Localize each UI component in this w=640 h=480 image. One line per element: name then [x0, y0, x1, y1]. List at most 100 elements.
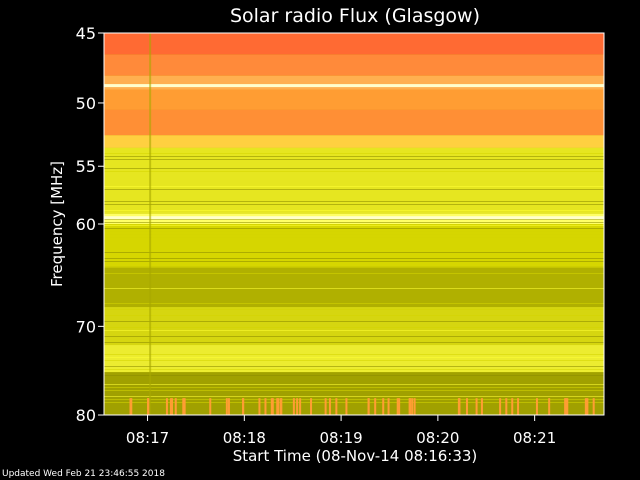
spectral-striation	[104, 396, 604, 397]
burst-spike	[565, 398, 568, 415]
spectral-striation	[104, 231, 604, 232]
spectral-striation	[104, 369, 604, 370]
burst-spike	[258, 398, 261, 415]
spectral-striation	[104, 267, 604, 268]
burst-spike	[277, 398, 280, 415]
x-tick-label: 08:19	[319, 429, 362, 447]
burst-spike	[296, 398, 299, 415]
x-tick-label: 08:18	[223, 429, 266, 447]
burst-spike	[165, 398, 168, 415]
spectral-striation	[104, 237, 604, 238]
spectrogram-plot-area	[103, 32, 605, 416]
frequency-band-4	[104, 109, 604, 136]
burst-spike	[387, 398, 390, 415]
burst-spike	[374, 398, 377, 415]
burst-spike	[411, 398, 414, 415]
spectral-striation	[104, 168, 604, 169]
frequency-band-2	[104, 75, 604, 90]
burst-spike	[499, 398, 502, 415]
burst-spike	[174, 398, 177, 415]
spectral-striation	[104, 330, 604, 331]
spectral-striation	[104, 342, 604, 343]
spectral-striation	[104, 219, 604, 220]
burst-spike	[566, 398, 569, 415]
burst-spike	[169, 398, 172, 415]
spectral-striation	[104, 273, 604, 274]
burst-spike	[227, 398, 230, 415]
frequency-band-3	[104, 89, 604, 110]
x-tick-label: 08:17	[126, 429, 169, 447]
spectral-striation	[104, 258, 604, 259]
spectral-striation	[104, 357, 604, 358]
burst-spike	[310, 398, 313, 415]
spectral-striation	[104, 375, 604, 376]
spectral-striation	[104, 387, 604, 388]
burst-spike	[324, 398, 327, 415]
burst-spike	[592, 398, 595, 415]
x-tick-label: 08:20	[416, 429, 459, 447]
burst-spike	[130, 398, 133, 415]
y-tick-label: 80	[76, 406, 96, 425]
burst-spike	[465, 398, 468, 415]
spectral-striation	[104, 156, 604, 157]
burst-spike	[209, 398, 212, 415]
burst-spike	[345, 398, 348, 415]
spectral-striation	[104, 225, 604, 226]
spectral-striation	[104, 321, 604, 322]
spectral-striation	[104, 159, 604, 160]
frequency-band-9	[104, 266, 604, 308]
burst-spike	[458, 398, 461, 415]
spectral-striation	[104, 354, 604, 355]
spectral-striation	[104, 153, 604, 154]
burst-spike	[271, 398, 274, 415]
burst-spike	[242, 398, 245, 415]
burst-spike	[147, 398, 150, 415]
burst-spike	[382, 398, 385, 415]
spectral-striation	[104, 309, 604, 310]
spectral-striation	[104, 390, 604, 391]
y-axis: 45 50 55 60 70 80	[76, 24, 104, 425]
frequency-band-5	[104, 135, 604, 148]
frequency-band-10	[104, 307, 604, 346]
spectral-striation	[104, 252, 604, 253]
y-tick-label: 70	[76, 317, 96, 336]
burst-spike	[511, 398, 514, 415]
burst-spike	[299, 398, 302, 415]
frequency-band-8	[104, 224, 604, 267]
burst-spike	[367, 398, 370, 415]
updated-timestamp: Updated Wed Feb 21 23:46:55 2018	[2, 469, 165, 479]
y-tick-label: 60	[76, 215, 96, 234]
spectral-striation	[104, 189, 604, 190]
burst-spike	[335, 398, 338, 415]
burst-spike	[564, 398, 567, 415]
burst-spike	[183, 398, 186, 415]
burst-spike	[548, 398, 551, 415]
spectral-striation	[104, 261, 604, 262]
y-tick-label: 45	[76, 24, 96, 43]
spectral-striation	[104, 210, 604, 211]
x-axis-label: Start Time (08-Nov-14 08:16:33)	[233, 447, 478, 465]
burst-spike	[182, 398, 185, 415]
frequency-band-6	[104, 147, 604, 213]
spectral-striation	[104, 204, 604, 205]
spectral-striation	[104, 228, 604, 229]
spectral-striation	[104, 384, 604, 385]
spectral-striation	[104, 402, 604, 403]
y-axis-label: Frequency [MHz]	[48, 161, 66, 287]
spectral-striation	[104, 186, 604, 187]
frequency-band-0	[104, 33, 604, 55]
burst-spike	[292, 398, 295, 415]
burst-spike	[396, 398, 399, 415]
spectral-striation	[104, 360, 604, 361]
spectral-striation	[104, 399, 604, 400]
burst-spike	[517, 398, 520, 415]
burst-spike	[225, 398, 228, 415]
frequency-band-11	[104, 345, 604, 373]
burst-spike	[413, 398, 416, 415]
frequency-band-1	[104, 54, 604, 76]
burst-spike	[328, 398, 331, 415]
spectral-striation	[104, 327, 604, 328]
spectral-striation	[104, 222, 604, 223]
burst-spike	[409, 398, 412, 415]
burst-spike	[276, 398, 279, 415]
